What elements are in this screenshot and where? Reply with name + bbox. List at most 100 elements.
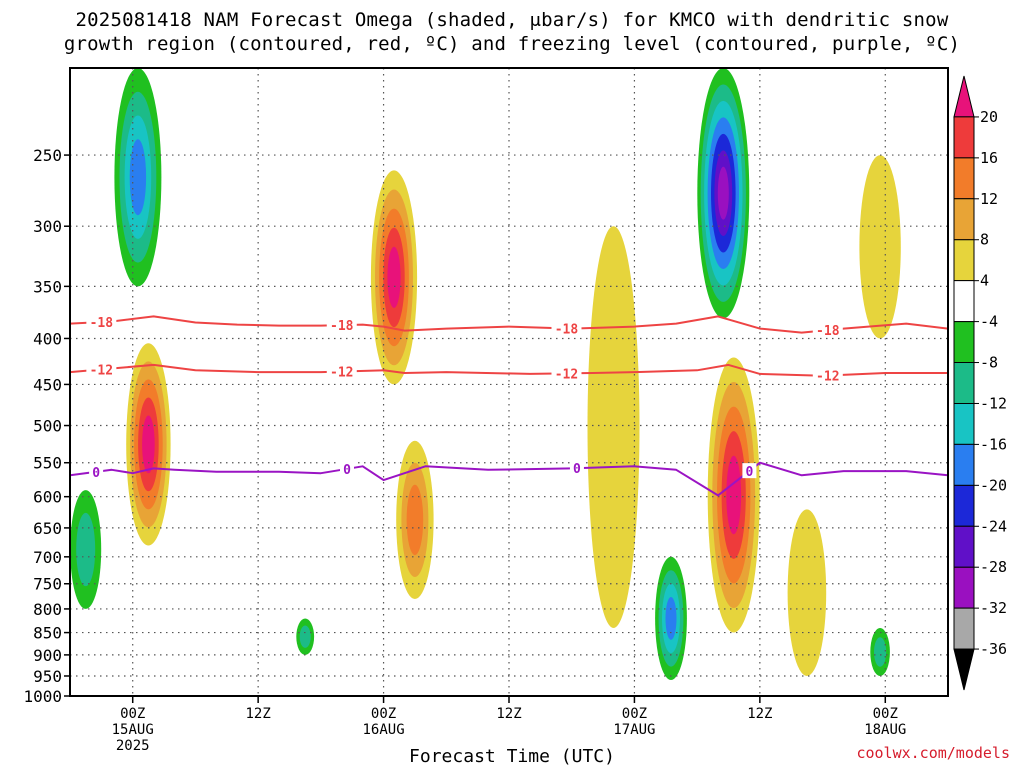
colorbar-swatch-7 <box>953 362 975 404</box>
dgz-label-0-1: -18 <box>330 319 354 334</box>
colorbar-label-4: 4 <box>980 272 989 290</box>
omega-region-3-level-2 <box>406 484 424 556</box>
freezing-level-label-0-2: 0 <box>573 462 581 477</box>
chart-title-line1: 2025081418 NAM Forecast Omega (shaded, μ… <box>75 9 949 31</box>
colorbar-label-12: -32 <box>980 599 1007 617</box>
freezing-level-label-bg-0-1 <box>339 460 354 476</box>
omega-region-2-level-4 <box>387 246 401 308</box>
y-tick-label-350: 350 <box>33 277 62 296</box>
dgz-label-1-1: -12 <box>330 365 353 380</box>
x-date-label-78: 18AUG <box>864 722 906 738</box>
colorbar-label-11: -28 <box>980 558 1007 576</box>
freezing-level-label-bg-0-3 <box>742 463 757 479</box>
colorbar-swatch-2 <box>953 157 975 200</box>
colorbar-swatch-5 <box>953 280 975 323</box>
dgz-label-bg-1-1 <box>326 363 357 379</box>
colorbar-swatch-3 <box>953 198 975 241</box>
x-date-label-54: 17AUG <box>613 722 655 738</box>
colorbar-label-3: 8 <box>980 231 989 249</box>
dgz-label-0-3: -18 <box>816 324 840 339</box>
colorbar-swatch-6 <box>953 321 975 364</box>
y-tick-label-500: 500 <box>33 417 62 436</box>
dgz-label-1-3: -12 <box>816 369 839 384</box>
x-tick-label-18: 12Z <box>245 706 270 722</box>
colorbar-label-2: 12 <box>980 190 998 208</box>
omega-region-10-level-0 <box>859 155 901 339</box>
omega-shading <box>70 68 901 681</box>
dgz-label-0-0: -18 <box>90 316 114 331</box>
x-tick-label-6: 00Z <box>120 706 145 722</box>
colorbar-label-13: -36 <box>980 640 1007 658</box>
y-tick-label-750: 750 <box>33 575 62 594</box>
y-tick-label-1000: 1000 <box>23 687 62 706</box>
contour-lines: -18 -18 -18 -18 -12 -12 -12 -12 0 0 0 0 <box>70 314 948 497</box>
omega-region-11-level-0 <box>787 509 827 676</box>
x-date-label-30: 16AUG <box>362 722 404 738</box>
colorbar-label-0: 20 <box>980 108 998 126</box>
x-tick-label-66: 12Z <box>747 706 772 722</box>
omega-region-9-level-0 <box>587 226 640 628</box>
dgz-label-bg-0-3 <box>812 322 843 338</box>
y-tick-label-850: 850 <box>33 624 62 643</box>
omega-region-1-level-3 <box>129 139 147 216</box>
x-year-label-6: 2025 <box>116 738 150 754</box>
dgz-label-bg-1-3 <box>812 367 843 383</box>
freezing-level-label-bg-0-2 <box>569 460 584 476</box>
colorbar-swatch-14 <box>953 648 975 691</box>
y-tick-label-600: 600 <box>33 488 62 507</box>
y-tick-label-300: 300 <box>33 217 62 236</box>
dgz-label-bg-0-1 <box>326 317 357 333</box>
colorbar-swatch-10 <box>953 484 975 527</box>
colorbar-swatch-4 <box>953 239 975 282</box>
colorbar-swatch-1 <box>953 116 975 159</box>
dgz-label-0-2: -18 <box>555 322 579 337</box>
colorbar-label-6: -8 <box>980 354 998 372</box>
y-axis: 250 300 350 400 450 500 550 600 650 700 750 800 850 9… <box>23 146 70 706</box>
dgz-label-bg-0-2 <box>551 320 582 336</box>
colorbar-swatch-0 <box>953 75 975 118</box>
credit-text: coolwx.com/models <box>856 744 1010 762</box>
colorbar-label-9: -20 <box>980 476 1007 494</box>
colorbar-label-5: -4 <box>980 313 998 331</box>
colorbar-label-10: -24 <box>980 517 1007 535</box>
dgz-label-1-0: -12 <box>90 363 113 378</box>
dgz-label-bg-1-2 <box>551 365 582 381</box>
colorbar-swatch-8 <box>953 402 975 445</box>
omega-region-4-level-4 <box>726 455 742 535</box>
x-date-label-6: 15AUG <box>112 722 154 738</box>
freezing-level-label-bg-0-0 <box>89 463 104 479</box>
colorbar: 20 16 12 8 4 -4 -8 -12 -16 -20 -24 -28 -32 -36 <box>953 75 1007 691</box>
colorbar-label-7: -12 <box>980 394 1007 412</box>
dgz-label-bg-1-0 <box>86 361 117 377</box>
colorbar-swatch-12 <box>953 566 975 609</box>
omega-region-6-level-3 <box>665 597 677 640</box>
y-tick-label-250: 250 <box>33 146 62 165</box>
colorbar-label-1: 16 <box>980 149 998 167</box>
omega-region-0-level-4 <box>142 415 155 474</box>
freezing-level-label-0-3: 0 <box>745 465 753 480</box>
dgz-contour-0 <box>70 315 948 334</box>
y-tick-label-400: 400 <box>33 329 62 348</box>
omega-region-5-level-6 <box>717 166 729 220</box>
dgz-contour-1 <box>70 363 948 377</box>
dgz-label-1-2: -12 <box>555 367 578 382</box>
y-tick-label-950: 950 <box>33 667 62 686</box>
colorbar-swatch-11 <box>953 525 975 568</box>
colorbar-label-8: -16 <box>980 435 1007 453</box>
y-tick-label-900: 900 <box>33 646 62 665</box>
x-axis-title: Forecast Time (UTC) <box>409 746 615 767</box>
omega-region-12-level-1 <box>874 637 887 667</box>
x-tick-label-42: 12Z <box>496 706 521 722</box>
y-tick-label-800: 800 <box>33 600 62 619</box>
colorbar-swatch-9 <box>953 443 975 486</box>
y-tick-label-650: 650 <box>33 519 62 538</box>
y-tick-label-550: 550 <box>33 454 62 473</box>
omega-region-8-level-1 <box>299 625 311 648</box>
x-tick-label-78: 00Z <box>873 706 898 722</box>
freezing-level-label-0-1: 0 <box>343 463 351 478</box>
x-tick-label-30: 00Z <box>371 706 396 722</box>
colorbar-swatch-13 <box>953 607 975 650</box>
y-tick-label-700: 700 <box>33 548 62 567</box>
